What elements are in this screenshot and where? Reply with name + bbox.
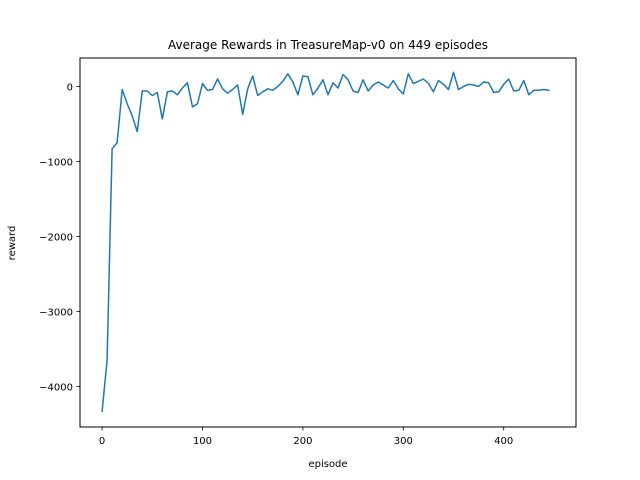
y-axis-label: reward bbox=[7, 226, 18, 261]
x-axis-label: episode bbox=[308, 459, 347, 470]
reward-series-line bbox=[101, 71, 550, 413]
series-layer bbox=[101, 71, 550, 413]
x-tick-label: 200 bbox=[293, 436, 312, 447]
x-tick-label: 100 bbox=[193, 436, 212, 447]
y-tick-label: −3000 bbox=[39, 308, 73, 319]
plot-frame bbox=[79, 57, 577, 428]
y-tick-label: −1000 bbox=[39, 158, 73, 169]
x-tick-label: 0 bbox=[99, 436, 105, 447]
y-tick-label: −4000 bbox=[39, 383, 73, 394]
plot-area bbox=[80, 58, 576, 427]
x-axis: 0 100 200 300 400 bbox=[99, 427, 513, 447]
x-tick-label: 300 bbox=[394, 436, 413, 447]
y-tick-label: 0 bbox=[67, 83, 73, 94]
chart-title: Average Rewards in TreasureMap-v0 on 449… bbox=[168, 38, 488, 52]
y-axis: 0 −1000 −2000 −3000 −4000 bbox=[39, 83, 80, 394]
y-tick-label: −2000 bbox=[39, 233, 73, 244]
x-tick-label: 400 bbox=[494, 436, 513, 447]
